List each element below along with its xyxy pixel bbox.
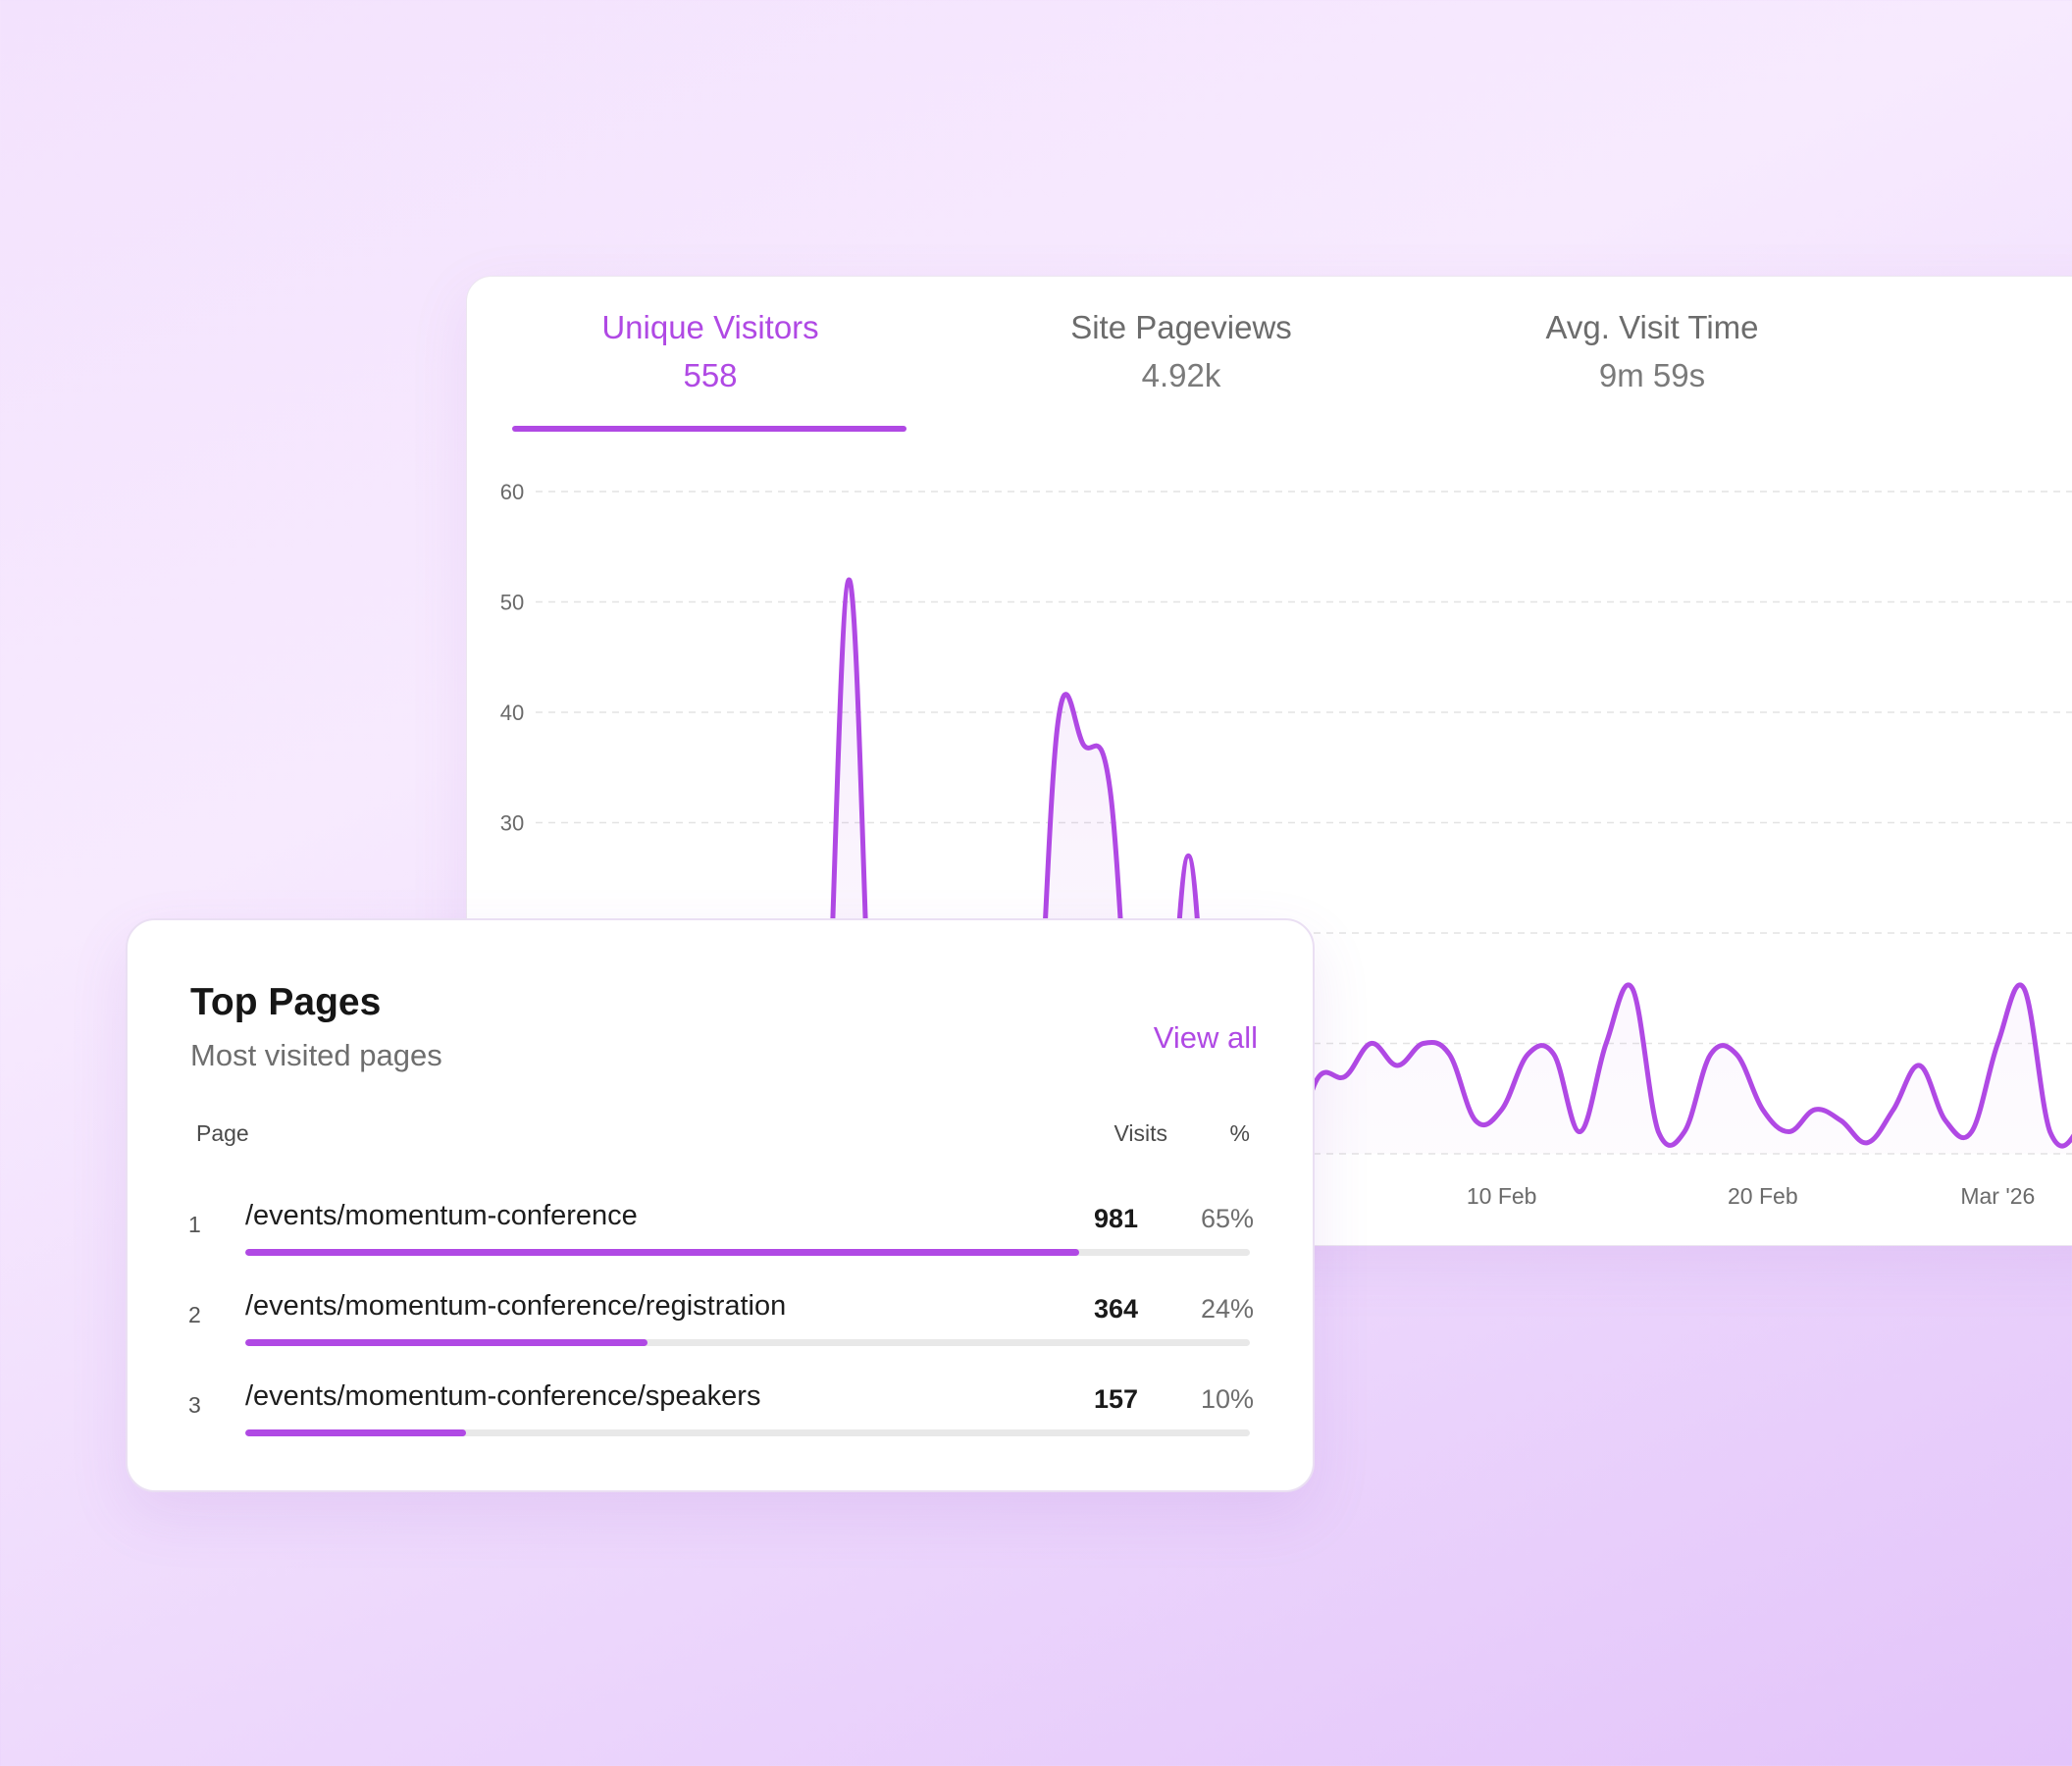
table-row[interactable]: 3 /events/momentum-conference/speakers 1… — [128, 1369, 1313, 1447]
y-tick-label: 40 — [500, 701, 524, 725]
top-pages-card: Top Pages Most visited pages View all Pa… — [126, 918, 1315, 1492]
row-visits: 364 — [1093, 1294, 1138, 1324]
row-visits: 157 — [1093, 1384, 1138, 1414]
x-tick-label: 20 Feb — [1728, 1183, 1798, 1209]
tab-site-pageviews[interactable]: Site Pageviews 4.92k — [985, 306, 1377, 398]
x-tick-label: Mar '26 — [1960, 1183, 2035, 1209]
row-page-link[interactable]: /events/momentum-conference/registration — [245, 1290, 787, 1322]
metric-label: Avg. Visit Time — [1545, 309, 1759, 345]
y-tick-label: 60 — [500, 480, 524, 504]
column-header-page: Page — [196, 1120, 249, 1146]
row-page-link[interactable]: /events/momentum-conference/speakers — [245, 1380, 761, 1412]
row-rank: 2 — [188, 1302, 201, 1327]
x-tick-label: 10 Feb — [1467, 1183, 1537, 1209]
row-bar-fill — [245, 1429, 467, 1436]
metric-label: Unique Visitors — [601, 309, 819, 345]
table-row[interactable]: 2 /events/momentum-conference/registrati… — [128, 1278, 1313, 1357]
view-all-link[interactable]: View all — [1153, 1020, 1258, 1055]
card-title: Top Pages — [190, 981, 382, 1023]
metric-value: 4.92k — [1141, 357, 1221, 393]
row-percent: 65% — [1200, 1204, 1254, 1233]
tab-unique-visitors[interactable]: Unique Visitors 558 — [514, 306, 906, 398]
row-bar-fill — [245, 1249, 1079, 1256]
metric-label: Site Pageviews — [1070, 309, 1292, 345]
row-bar-track — [245, 1249, 1250, 1256]
y-tick-label: 50 — [500, 591, 524, 615]
row-percent: 10% — [1200, 1384, 1254, 1414]
column-header-visits: Visits — [1114, 1120, 1167, 1146]
tab-avg-visit-time[interactable]: Avg. Visit Time 9m 59s — [1456, 306, 1848, 398]
row-bar-track — [245, 1339, 1250, 1346]
row-bar-track — [245, 1429, 1250, 1436]
card-subtitle: Most visited pages — [190, 1038, 442, 1072]
metric-value: 558 — [683, 357, 738, 393]
row-page-link[interactable]: /events/momentum-conference — [245, 1200, 638, 1231]
column-header-percent: % — [1229, 1120, 1250, 1146]
metric-value: 9m 59s — [1598, 357, 1706, 393]
table-row[interactable]: 1 /events/momentum-conference 981 65% — [128, 1188, 1313, 1267]
row-bar-fill — [245, 1339, 648, 1346]
row-rank: 1 — [188, 1212, 201, 1237]
row-rank: 3 — [188, 1392, 201, 1418]
row-visits: 981 — [1093, 1204, 1138, 1233]
active-tab-underline — [512, 426, 906, 432]
chart-area — [536, 579, 2072, 1154]
y-tick-label: 30 — [500, 811, 524, 836]
row-percent: 24% — [1200, 1294, 1254, 1324]
